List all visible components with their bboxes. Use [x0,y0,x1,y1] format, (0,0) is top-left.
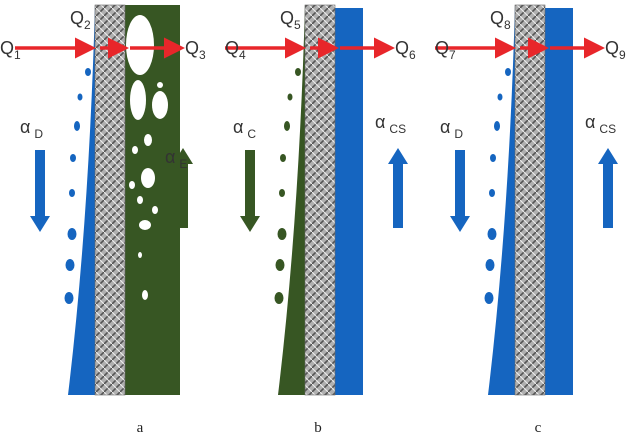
subscript: CS [599,122,616,136]
subscript: 3 [199,48,206,62]
coolant [335,8,363,395]
flow-label: Q2 [70,8,91,32]
flow-label: Q5 [280,8,301,32]
symbol: α [165,147,175,167]
wall [305,5,335,395]
wall [515,5,545,395]
subscript: 7 [449,48,456,62]
coefficient-label: α CS [585,112,616,136]
flow-label: Q6 [395,38,416,62]
symbol: Q [280,8,294,28]
panel-label: c [535,420,542,436]
droplet [278,228,287,240]
symbol: Q [70,8,84,28]
symbol: Q [0,38,14,58]
flow-arrow [240,150,260,232]
droplet [498,94,503,101]
subscript: C [247,127,256,141]
droplet [69,189,75,197]
subscript: 6 [409,48,416,62]
subscript: 1 [14,48,21,62]
droplet [66,259,75,271]
subscript: E [179,157,187,171]
droplet [70,154,76,162]
bubble [130,80,146,120]
subscript: 8 [504,18,511,32]
droplet [275,292,284,304]
subscript: CS [389,122,406,136]
bubble [144,134,152,146]
droplet [74,121,80,131]
bubble [141,168,155,188]
symbol: α [440,117,450,137]
flow-arrow [598,148,618,228]
subscript: 4 [239,48,246,62]
droplet [85,68,91,76]
symbol: Q [435,38,449,58]
symbol: Q [395,38,409,58]
coefficient-label: α CS [375,112,406,136]
bubble [138,252,142,258]
symbol: α [20,117,30,137]
flow-label: Q8 [490,8,511,32]
droplet [485,292,494,304]
droplet [295,68,301,76]
droplet [486,259,495,271]
droplet [490,154,496,162]
droplet [276,259,285,271]
flow-label: Q9 [605,38,626,62]
condensate-film [278,5,305,395]
droplet [78,94,83,101]
condensate-film [68,5,95,395]
bubble [132,146,138,154]
symbol: Q [225,38,239,58]
bubble [139,220,151,230]
droplet [65,292,74,304]
panel-label: a [137,420,144,436]
droplet [489,189,495,197]
symbol: α [585,112,595,132]
bubble [152,91,168,119]
bubble [152,206,158,214]
coolant [545,8,573,395]
bubble [142,290,148,300]
flow-arrow [30,150,50,232]
wall [95,5,125,395]
droplet [284,121,290,131]
figure: Q1Q2Q3αDαEaQ4Q5Q6αCαCSbQ7Q8Q9αDαCSc [0,0,631,439]
bubble [157,82,163,88]
droplet [288,94,293,101]
symbol: Q [605,38,619,58]
subscript: 5 [294,18,301,32]
bubble [126,15,154,75]
flow-arrow [450,150,470,232]
symbol: α [375,112,385,132]
droplet [280,154,286,162]
droplet [505,68,511,76]
flow-label: Q3 [185,38,206,62]
flow-label: Q4 [225,38,246,62]
subscript: 9 [619,48,626,62]
droplet [488,228,497,240]
symbol: α [233,117,243,137]
symbol: Q [490,8,504,28]
flow-arrow [388,148,408,228]
flow-label: Q1 [0,38,21,62]
bubble [137,196,143,204]
shapes [15,5,618,395]
subscript: D [34,127,43,141]
droplet [68,228,77,240]
symbol: Q [185,38,199,58]
subscript: D [454,127,463,141]
droplet [279,189,285,197]
condensate-film [488,5,515,395]
panel-label: b [314,420,322,436]
bubble [129,181,135,189]
droplet [494,121,500,131]
subscript: 2 [84,18,91,32]
flow-label: Q7 [435,38,456,62]
